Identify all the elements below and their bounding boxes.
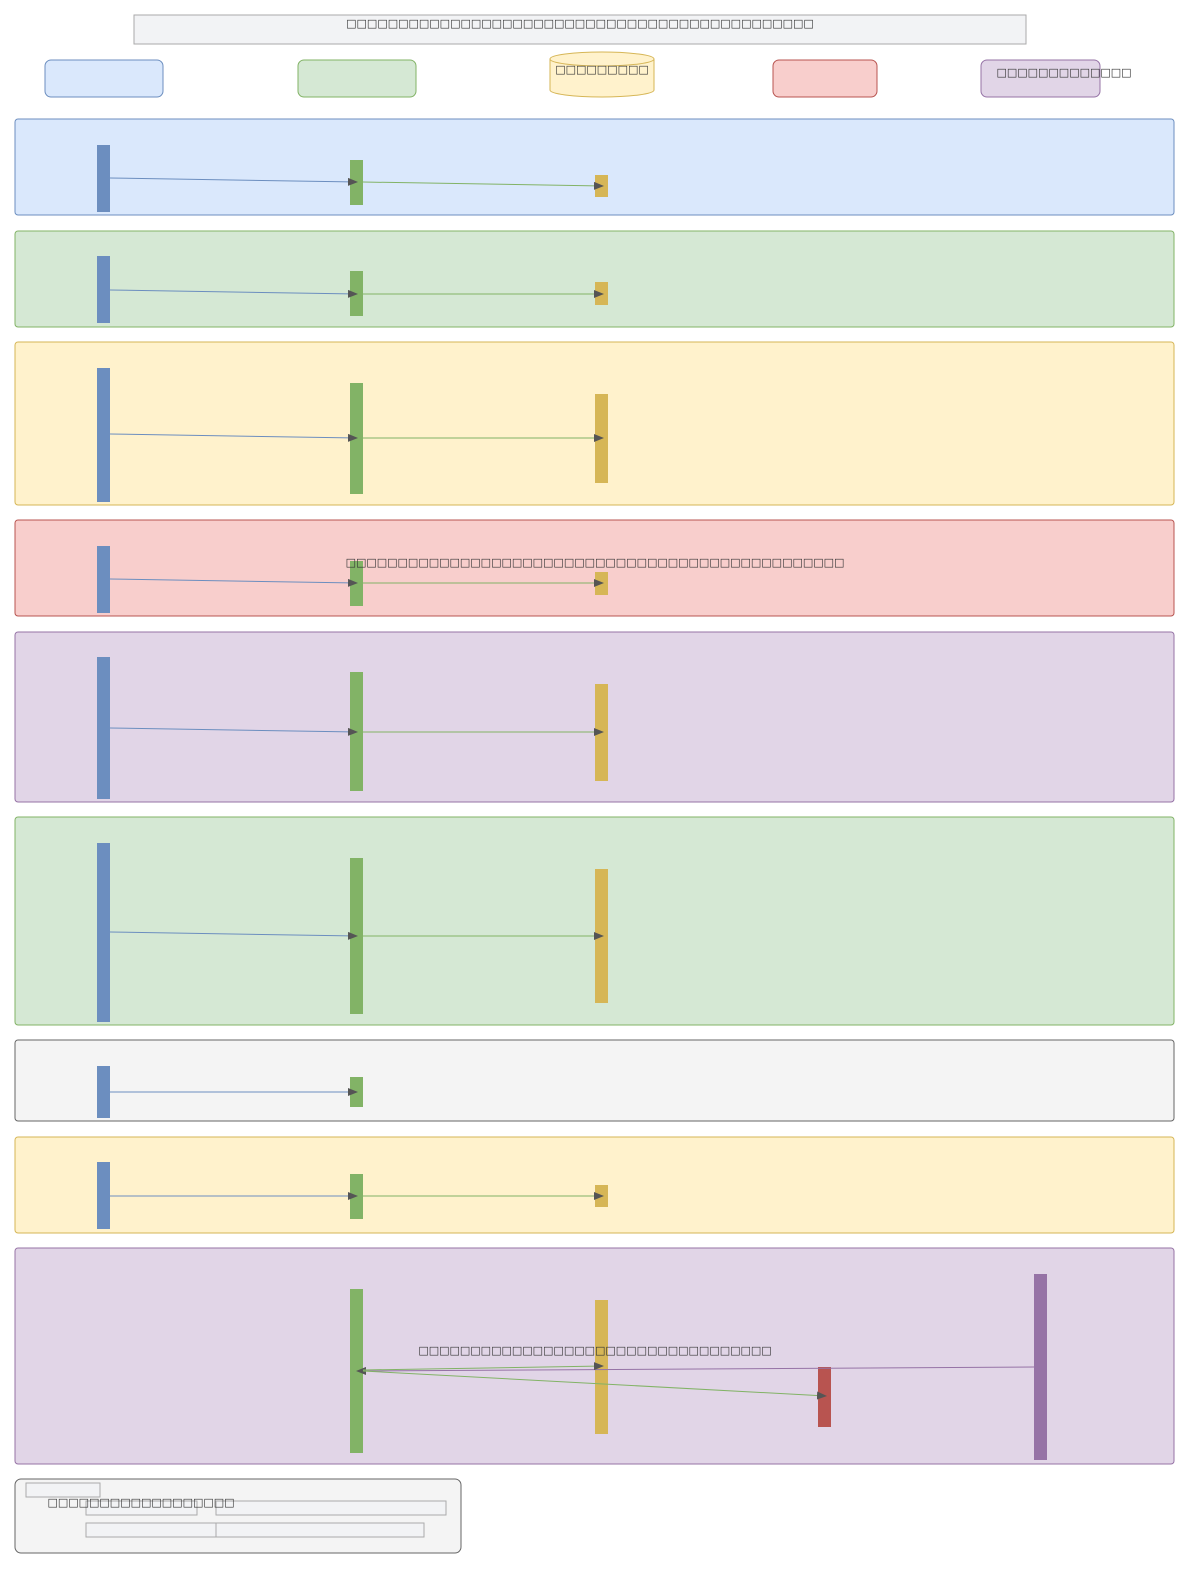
red-section-note: □□□□□□□□□□□□□□□□□□□□□□□□□□□□□□□□□□□□□□□□…: [346, 556, 845, 569]
legend: □□□□□□□□□□□□□□□□□□: [14, 1478, 462, 1554]
participant-blue[interactable]: [44, 59, 164, 98]
section-4: [14, 519, 1175, 617]
section-9: [14, 1247, 1175, 1465]
section-6: [14, 816, 1175, 1026]
section-3: [14, 341, 1175, 506]
section-7: [14, 1039, 1175, 1122]
section-1: [14, 118, 1175, 216]
database-label: □□□□□□□□□: [555, 63, 649, 76]
participant-red[interactable]: [772, 59, 878, 98]
title-box: □□□□□□□□□□□□□□□□□□□□□□□□□□□□□□□□□□□□□□□□…: [133, 14, 1027, 45]
legend-label: □□□□□□□□□□□□□□□□□□: [47, 1496, 234, 1509]
purple-participant-label: □□□□□□□□□□□□□: [996, 66, 1131, 79]
message-arrows: [109, 177, 1035, 1400]
purple-section-note: □□□□□□□□□□□□□□□□□□□□□□□□□□□□□□□□□□: [418, 1344, 771, 1357]
section-8: [14, 1136, 1175, 1234]
section-2: [14, 230, 1175, 328]
participant-database[interactable]: □□□□□□□□□: [549, 51, 655, 98]
participant-purple[interactable]: □□□□□□□□□□□□□: [980, 59, 1132, 98]
section-5: [14, 631, 1175, 803]
diagram-title: □□□□□□□□□□□□□□□□□□□□□□□□□□□□□□□□□□□□□□□□…: [346, 17, 814, 30]
participant-green[interactable]: [297, 59, 417, 98]
